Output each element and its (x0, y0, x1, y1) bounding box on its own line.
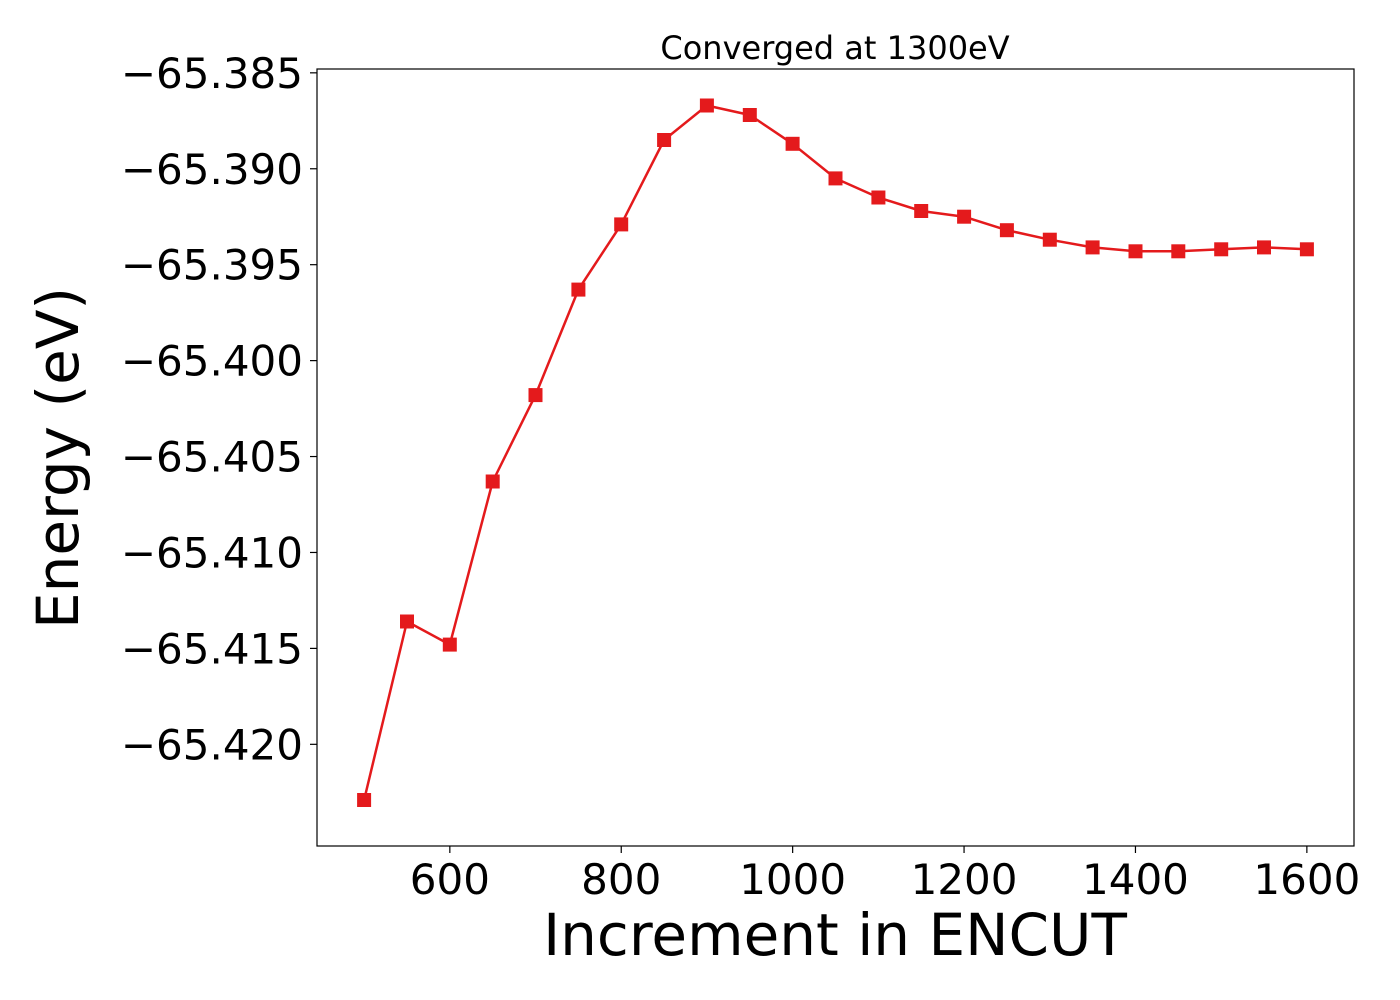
y-tick-label: −65.385 (121, 49, 303, 98)
y-tick-label: −65.415 (121, 624, 303, 673)
data-point (999, 223, 1014, 238)
x-tick-label: 1200 (911, 855, 1018, 904)
plot-area (357, 98, 1314, 807)
y-tick-label: −65.405 (121, 433, 303, 482)
x-axis: 600 800 1000 1200 1400 1600 (410, 846, 1360, 904)
data-point (1171, 244, 1186, 259)
series-line (362, 104, 1307, 801)
data-point (1085, 240, 1100, 255)
y-tick-label: −65.420 (121, 720, 303, 769)
data-point (528, 388, 543, 403)
x-tick-label: 800 (581, 855, 661, 904)
data-point (871, 190, 886, 205)
data-point (1214, 242, 1229, 257)
data-point (1128, 244, 1143, 259)
y-axis: −65.385 −65.390 −65.395 −65.400 −65.405 −65.4… (121, 49, 317, 769)
x-tick-label: 1000 (739, 855, 846, 904)
data-point (828, 171, 843, 186)
data-point (957, 209, 972, 224)
y-axis-title: Energy (eV) (24, 287, 92, 629)
data-point (785, 136, 800, 151)
data-point (699, 98, 714, 113)
chart-title: Converged at 1300eV (660, 29, 1009, 67)
data-point (571, 282, 586, 297)
y-tick-label: −65.390 (121, 145, 303, 194)
data-point (914, 204, 929, 218)
y-tick-label: −65.395 (121, 241, 303, 290)
data-point (657, 133, 672, 147)
x-tick-label: 600 (410, 855, 490, 904)
data-point (357, 793, 372, 807)
x-tick-label: 1600 (1253, 855, 1360, 904)
data-point (1042, 232, 1057, 247)
y-tick-label: −65.410 (121, 528, 303, 577)
data-point (614, 217, 629, 232)
y-tick-label: −65.400 (121, 337, 303, 386)
data-point (742, 108, 757, 122)
data-point (485, 474, 500, 489)
data-point (1299, 242, 1314, 257)
data-point (442, 637, 457, 652)
data-point (1257, 240, 1271, 255)
data-point (400, 614, 414, 629)
plot-frame (316, 68, 1355, 847)
x-axis-title: Increment in ENCUT (543, 901, 1127, 969)
x-tick-label: 1400 (1082, 855, 1189, 904)
